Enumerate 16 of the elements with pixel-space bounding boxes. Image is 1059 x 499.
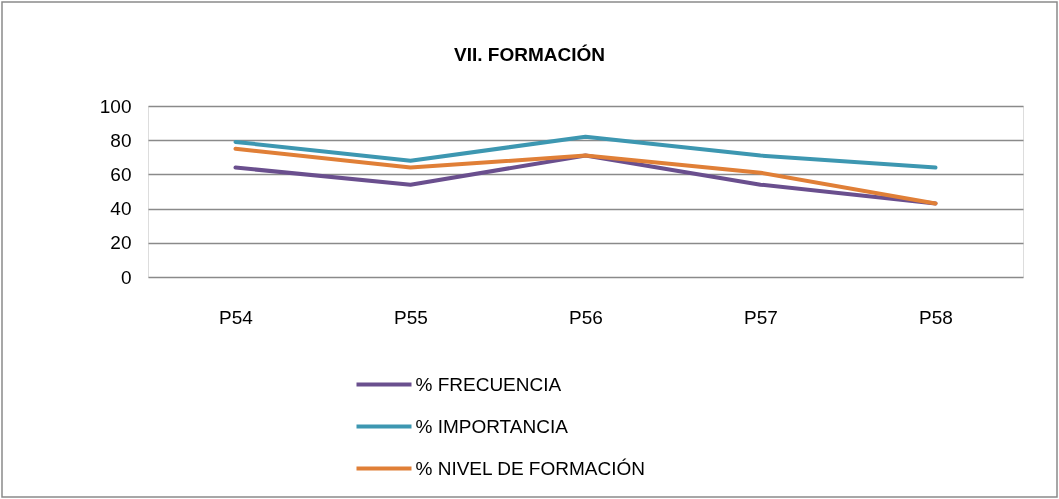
x-tick-label: P55 [394,306,428,328]
x-tick-label: P57 [744,306,778,328]
line-series [233,134,938,170]
y-tick-label: 0 [120,266,132,288]
y-tick-label: 80 [110,129,132,151]
legend-label: % FRECUENCIA [415,373,562,395]
legend-label: % NIVEL DE FORMACIÓN [415,457,645,479]
chart-title: VII. FORMACIÓN [454,44,605,65]
legend-label: % IMPORTANCIA [415,415,569,437]
y-tick-label: 60 [110,163,132,185]
x-tick-label: P58 [919,306,953,328]
x-tick-label: P56 [569,306,603,328]
y-tick-label: 20 [110,232,132,254]
y-tick-label: 100 [99,95,132,117]
x-tick-label: P54 [219,306,254,328]
y-tick-label: 40 [110,198,132,220]
